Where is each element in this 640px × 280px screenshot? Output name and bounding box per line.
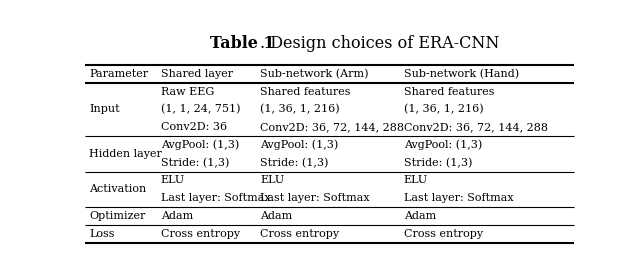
Text: Parameter: Parameter	[89, 69, 148, 79]
Text: AvgPool: (1,3): AvgPool: (1,3)	[404, 140, 482, 150]
Text: (1, 36, 1, 216): (1, 36, 1, 216)	[260, 104, 340, 115]
Text: Cross entropy: Cross entropy	[404, 229, 483, 239]
Text: Adam: Adam	[260, 211, 292, 221]
Text: Last layer: Softmax: Last layer: Softmax	[404, 193, 513, 203]
Text: (1, 36, 1, 216): (1, 36, 1, 216)	[404, 104, 483, 115]
Text: AvgPool: (1,3): AvgPool: (1,3)	[161, 140, 239, 150]
Text: Optimizer: Optimizer	[89, 211, 145, 221]
Text: Stride: (1,3): Stride: (1,3)	[260, 158, 328, 168]
Text: Sub-network (Hand): Sub-network (Hand)	[404, 69, 519, 79]
Text: AvgPool: (1,3): AvgPool: (1,3)	[260, 140, 339, 150]
Text: Cross entropy: Cross entropy	[260, 229, 339, 239]
Text: Conv2D: 36: Conv2D: 36	[161, 122, 227, 132]
Text: Input: Input	[89, 104, 120, 114]
Text: Cross entropy: Cross entropy	[161, 229, 240, 239]
Text: Conv2D: 36, 72, 144, 288: Conv2D: 36, 72, 144, 288	[260, 122, 404, 132]
Text: Sub-network (Arm): Sub-network (Arm)	[260, 69, 369, 79]
Text: Conv2D: 36, 72, 144, 288: Conv2D: 36, 72, 144, 288	[404, 122, 548, 132]
Text: . Design choices of ERA-CNN: . Design choices of ERA-CNN	[260, 35, 500, 52]
Text: ELU: ELU	[260, 176, 284, 185]
Text: Raw EEG: Raw EEG	[161, 87, 214, 97]
Text: Adam: Adam	[404, 211, 436, 221]
Text: ELU: ELU	[404, 176, 428, 185]
Text: Shared features: Shared features	[404, 87, 494, 97]
Text: Loss: Loss	[89, 229, 115, 239]
Text: Hidden layer: Hidden layer	[89, 149, 162, 159]
Text: (1, 1, 24, 751): (1, 1, 24, 751)	[161, 104, 241, 115]
Text: Shared features: Shared features	[260, 87, 351, 97]
Text: Stride: (1,3): Stride: (1,3)	[161, 158, 229, 168]
Text: Activation: Activation	[89, 184, 146, 194]
Text: Stride: (1,3): Stride: (1,3)	[404, 158, 472, 168]
Text: Adam: Adam	[161, 211, 193, 221]
Text: ELU: ELU	[161, 176, 185, 185]
Text: Last layer: Softmax: Last layer: Softmax	[161, 193, 271, 203]
Text: Shared layer: Shared layer	[161, 69, 233, 79]
Text: Table 1: Table 1	[210, 35, 275, 52]
Text: Last layer: Softmax: Last layer: Softmax	[260, 193, 370, 203]
